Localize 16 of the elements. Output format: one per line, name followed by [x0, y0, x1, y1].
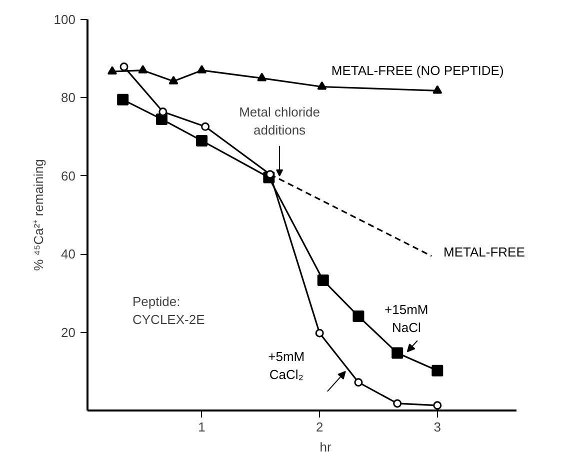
x-axis-title: hr: [320, 440, 332, 454]
y-axis-title: % ⁴⁵Ca²⁺ remaining: [30, 159, 46, 271]
x-tick-label: 3: [434, 420, 442, 434]
annotation: Metal chloride additions: [239, 104, 320, 138]
series-label: +5mM CaCl₂: [268, 348, 305, 382]
y-tick-label: 80: [61, 90, 76, 106]
y-tick-label: 40: [61, 246, 76, 262]
series-label: +15mM NaCl: [384, 302, 428, 336]
series-label: METAL-FREE: [444, 244, 526, 260]
y-tick-label: 100: [54, 12, 76, 27]
x-tick-label: 2: [316, 420, 324, 434]
y-tick-label: 20: [61, 324, 76, 340]
annotation: Peptide: CYCLEX-2E: [132, 294, 206, 327]
x-tick-label: 1: [198, 420, 206, 434]
series-label: METAL-FREE (NO PEPTIDE): [331, 63, 504, 78]
y-tick-label: 60: [61, 168, 76, 184]
